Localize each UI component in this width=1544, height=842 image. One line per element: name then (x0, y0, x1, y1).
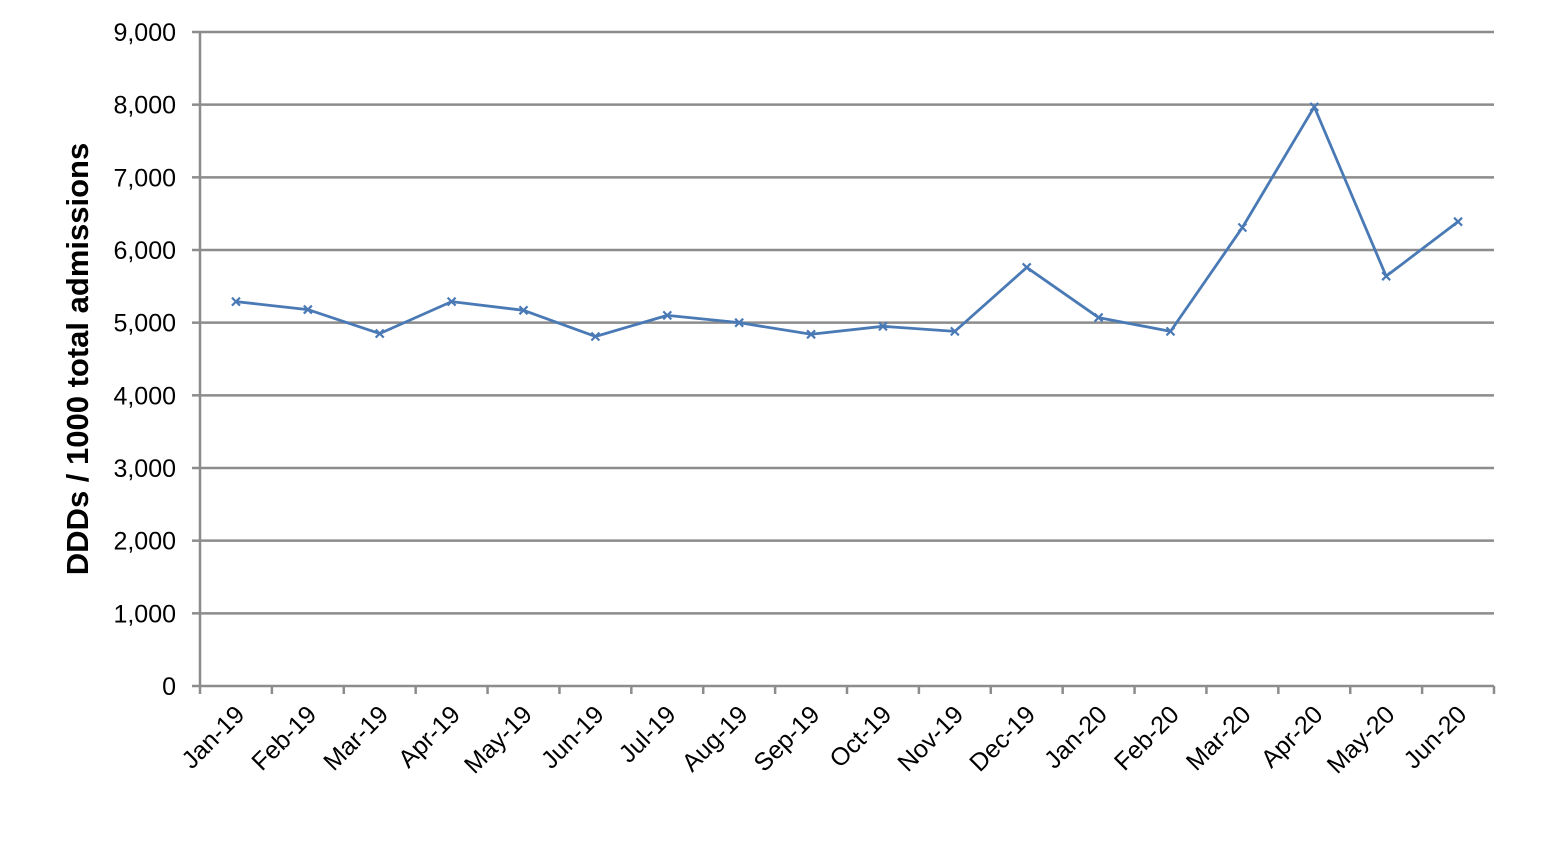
data-point-marker (1453, 216, 1463, 227)
x-tick-label: Feb-19 (246, 700, 322, 776)
y-tick-label: 2,000 (113, 528, 176, 556)
x-tick-label: Nov-19 (892, 700, 969, 777)
data-point-marker (806, 329, 816, 340)
x-tick-label: Apr-19 (393, 700, 466, 773)
marker-stroke (303, 304, 313, 315)
x-tick-label: Apr-20 (1256, 700, 1329, 773)
series-layer (231, 102, 1463, 342)
y-tick-label: 6,000 (113, 237, 176, 265)
y-tick-label: 9,000 (113, 19, 176, 47)
marker-stroke (231, 296, 241, 307)
x-tick-label: Sep-19 (748, 700, 825, 777)
y-axis-title: DDDs / 1000 total admissions (60, 143, 95, 575)
x-tick-label: Dec-19 (964, 700, 1041, 777)
marker-stroke (590, 331, 601, 342)
y-tick-label: 3,000 (113, 455, 176, 483)
x-tick-label: Aug-19 (677, 700, 754, 777)
x-tick-label: Feb-20 (1109, 700, 1185, 776)
data-point-marker (1237, 222, 1248, 233)
marker-stroke (1165, 326, 1176, 337)
data-point-marker (231, 296, 241, 307)
data-point-marker (734, 317, 744, 328)
data-point-marker (518, 305, 529, 316)
marker-stroke (1237, 222, 1248, 233)
x-tick-label: Jun-20 (1398, 700, 1472, 774)
data-point-marker (1021, 262, 1032, 273)
x-tick-label: Oct-19 (824, 700, 897, 773)
y-tick-label: 8,000 (113, 92, 176, 120)
marker-stroke (518, 305, 529, 316)
marker-stroke (446, 296, 457, 307)
marker-stroke (734, 317, 744, 328)
data-point-marker (662, 310, 673, 321)
marker-stroke (662, 310, 673, 321)
y-tick-label: 5,000 (113, 310, 176, 338)
y-axis-ticks: 0 1,000 2,000 3,000 4,000 5,000 6,000 7,000 8,00… (113, 19, 200, 701)
marker-stroke (1093, 312, 1104, 323)
marker-stroke (1453, 216, 1463, 227)
x-tick-label: Mar-20 (1181, 700, 1257, 776)
data-point-marker (950, 326, 960, 337)
data-point-marker (1309, 102, 1320, 112)
data-point-marker (590, 331, 601, 342)
marker-stroke (1309, 102, 1320, 112)
data-point-marker (878, 321, 888, 332)
y-tick-label: 4,000 (113, 382, 176, 410)
marker-stroke (1381, 271, 1391, 281)
marker-stroke (374, 328, 385, 339)
marker-stroke (1021, 262, 1032, 273)
x-tick-label: Jul-19 (614, 700, 682, 768)
data-point-marker (303, 304, 313, 315)
data-point-marker (1093, 312, 1104, 323)
y-tick-label: 1,000 (113, 600, 176, 628)
x-tick-label: Jun-19 (536, 700, 610, 774)
x-tick-label: Jan-19 (176, 700, 250, 774)
marker-stroke (878, 321, 888, 332)
x-tick-label: May-19 (459, 700, 538, 779)
data-point-marker (446, 296, 457, 307)
x-tick-label: May-20 (1322, 700, 1401, 779)
marker-stroke (806, 329, 816, 340)
series-line (235, 105, 1459, 338)
y-tick-label: 0 (162, 673, 176, 701)
x-tick-label: Jan-20 (1039, 700, 1113, 774)
y-tick-label: 7,000 (113, 164, 176, 192)
data-point-marker (374, 328, 385, 339)
data-point-marker (1165, 326, 1176, 337)
x-tick-label: Mar-19 (318, 700, 394, 776)
data-point-marker (1381, 271, 1391, 281)
gridlines (200, 30, 1494, 615)
marker-stroke (950, 326, 960, 337)
